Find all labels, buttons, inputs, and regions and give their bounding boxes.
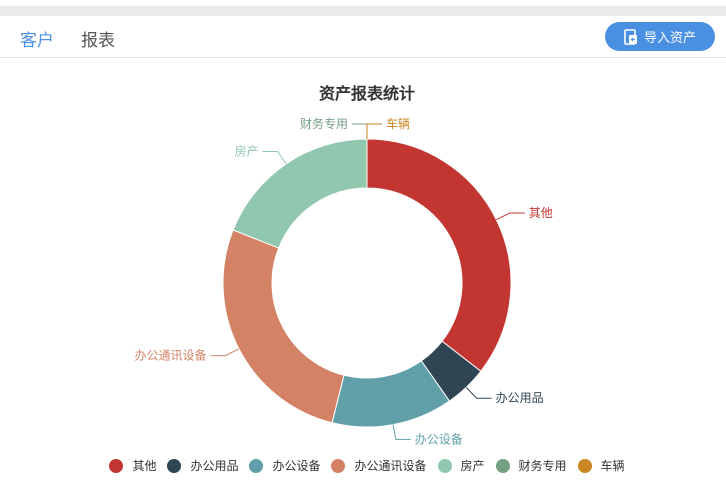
label-line-6 <box>366 123 382 139</box>
label-line-2 <box>392 424 411 440</box>
legend-dot-icon <box>577 458 592 473</box>
legend-dot-icon <box>249 458 264 473</box>
slice-label: 其他 <box>529 206 553 220</box>
slice-label: 财务专用 <box>300 116 348 131</box>
import-assets-button[interactable]: 导入资产 <box>605 22 715 51</box>
legend-dot-icon <box>109 458 124 473</box>
legend-label: 办公通讯设备 <box>354 459 427 473</box>
label-line-0 <box>496 212 525 221</box>
label-line-1 <box>465 387 492 399</box>
slice-3[interactable] <box>222 229 345 424</box>
top-strip <box>0 6 726 16</box>
legend-item[interactable]: 办公通讯设备 <box>331 457 427 474</box>
legend-label: 车辆 <box>600 459 625 473</box>
legend-dot-icon <box>495 458 510 473</box>
legend-item[interactable]: 其他 <box>109 457 156 474</box>
legend-label: 办公设备 <box>272 459 321 473</box>
legend-item[interactable]: 车辆 <box>577 457 625 474</box>
legend-item[interactable]: 办公设备 <box>249 457 320 474</box>
legend-label: 办公用品 <box>190 459 239 473</box>
slice-label: 房产 <box>235 143 259 158</box>
header-bar: 客户 报表 导入资产 <box>0 16 726 58</box>
legend-item[interactable]: 办公用品 <box>167 457 238 474</box>
legend-dot-icon <box>167 458 182 473</box>
legend-label: 其他 <box>132 459 157 473</box>
label-line-3 <box>210 348 240 357</box>
slice-0[interactable] <box>366 138 512 372</box>
tab-reports[interactable]: 报表 <box>81 31 115 51</box>
tab-customers[interactable]: 客户 <box>20 31 54 51</box>
chart-legend: 其他 办公用品 办公设备 办公通讯设备 房产 财务专用 车辆 <box>0 457 726 474</box>
legend-item[interactable]: 财务专用 <box>495 457 567 474</box>
legend-dot-icon <box>437 458 452 473</box>
chart-title: 资产报表统计 <box>318 84 415 103</box>
legend-label: 财务专用 <box>518 459 567 473</box>
slice-label: 车辆 <box>386 116 410 131</box>
legend-dot-icon <box>331 458 346 473</box>
slice-label: 办公设备 <box>415 431 463 446</box>
import-assets-label: 导入资产 <box>643 31 696 46</box>
slice-label: 办公通讯设备 <box>135 348 207 363</box>
legend-label: 房产 <box>460 459 485 473</box>
slice-label: 办公用品 <box>496 390 544 405</box>
label-line-5 <box>352 123 368 139</box>
import-icon <box>624 28 638 45</box>
legend-item[interactable]: 房产 <box>437 457 485 474</box>
label-line-4 <box>262 150 287 165</box>
slice-4[interactable] <box>232 138 368 249</box>
